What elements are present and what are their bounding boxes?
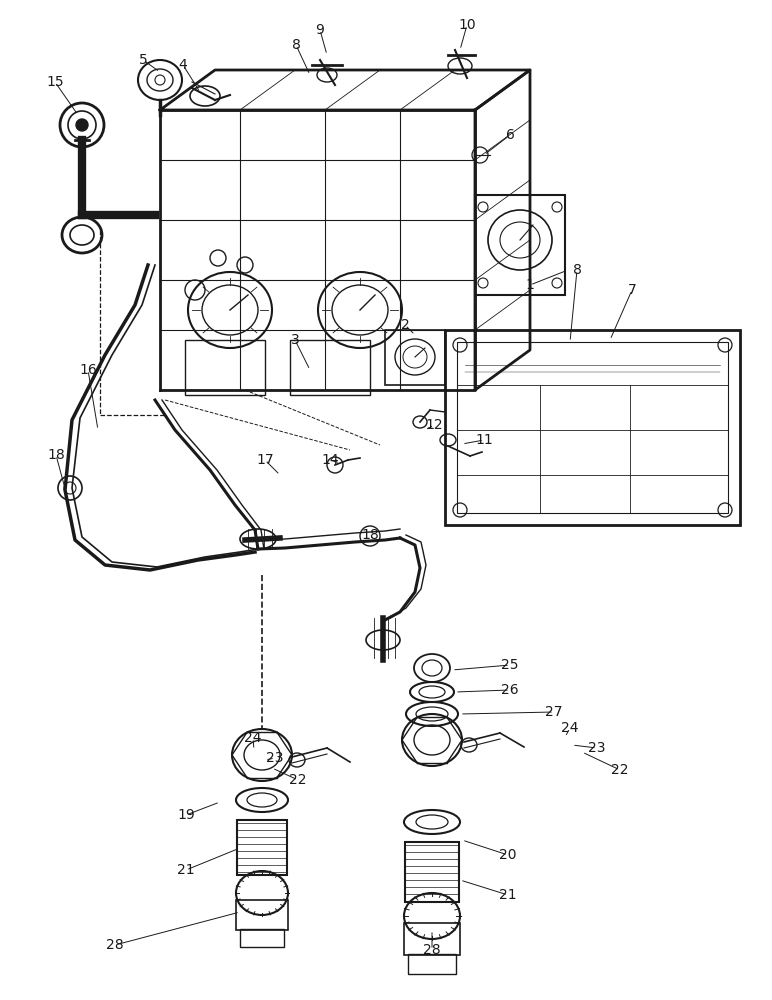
Text: 8: 8 xyxy=(292,38,300,52)
Text: 18: 18 xyxy=(47,448,65,462)
Text: 3: 3 xyxy=(290,333,300,347)
Bar xyxy=(445,330,740,525)
Text: 12: 12 xyxy=(425,418,443,432)
Text: 22: 22 xyxy=(611,763,628,777)
Text: 23: 23 xyxy=(588,741,606,755)
Text: 4: 4 xyxy=(178,58,188,72)
Text: 21: 21 xyxy=(178,863,195,877)
Text: 19: 19 xyxy=(177,808,195,822)
Text: 10: 10 xyxy=(459,18,476,32)
Bar xyxy=(240,929,284,947)
Text: 22: 22 xyxy=(290,773,306,787)
Text: 26: 26 xyxy=(501,683,519,697)
Text: 20: 20 xyxy=(499,848,516,862)
Bar xyxy=(290,340,370,395)
Text: 1: 1 xyxy=(526,278,534,292)
Text: 18: 18 xyxy=(361,528,379,542)
Text: 21: 21 xyxy=(499,888,516,902)
Bar xyxy=(185,340,265,395)
Bar xyxy=(385,330,445,385)
Text: 7: 7 xyxy=(628,283,636,297)
Text: 15: 15 xyxy=(46,75,64,89)
Text: 2: 2 xyxy=(401,318,409,332)
Ellipse shape xyxy=(76,119,88,131)
Bar xyxy=(405,842,459,902)
Bar xyxy=(404,923,460,955)
Text: 24: 24 xyxy=(561,721,579,735)
Text: 28: 28 xyxy=(423,943,441,957)
Text: 25: 25 xyxy=(501,658,519,672)
Bar xyxy=(475,195,565,295)
Text: 5: 5 xyxy=(139,53,147,67)
Text: 14: 14 xyxy=(321,453,339,467)
Text: 28: 28 xyxy=(107,938,124,952)
Bar xyxy=(237,820,287,875)
Text: 6: 6 xyxy=(506,128,514,142)
Bar xyxy=(457,342,728,513)
Bar xyxy=(236,900,288,930)
Text: 24: 24 xyxy=(244,731,262,745)
Text: 8: 8 xyxy=(573,263,581,277)
Text: 17: 17 xyxy=(256,453,274,467)
Bar xyxy=(408,954,456,974)
Text: 11: 11 xyxy=(475,433,493,447)
Ellipse shape xyxy=(155,75,165,85)
Text: 27: 27 xyxy=(545,705,563,719)
Text: 9: 9 xyxy=(316,23,324,37)
Text: 16: 16 xyxy=(79,363,96,377)
Text: 23: 23 xyxy=(266,751,284,765)
